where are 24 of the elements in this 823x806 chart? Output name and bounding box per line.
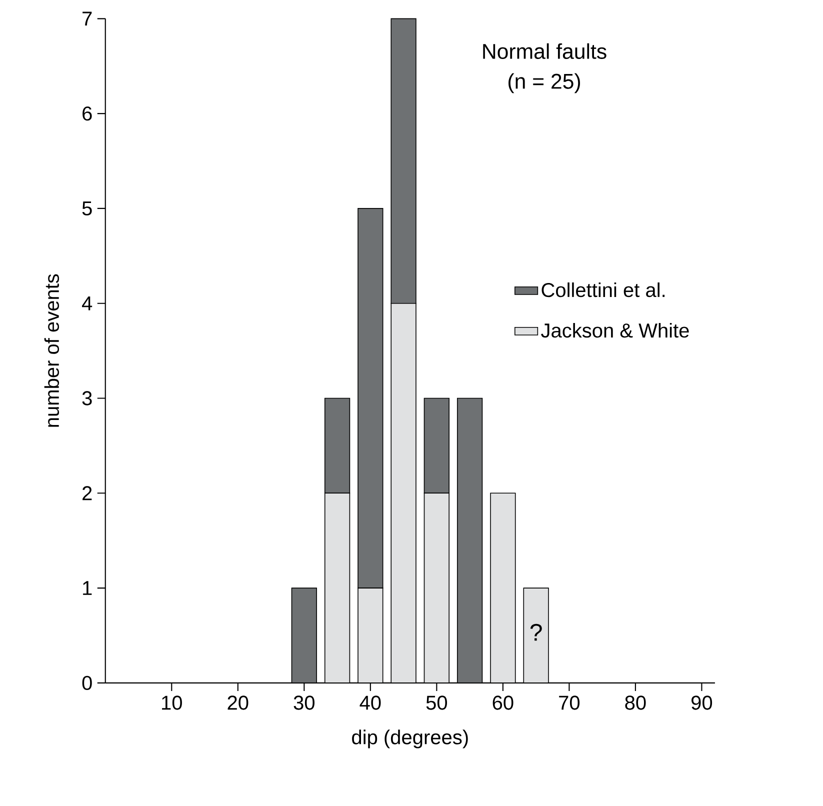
y-tick-label: 4	[82, 296, 92, 310]
y-tick-label: 7	[82, 12, 92, 26]
y-tick-label: 2	[82, 486, 92, 500]
x-tick-label: 70	[559, 696, 580, 710]
y-tick-label: 0	[82, 676, 92, 690]
text: (n = 25)	[508, 73, 580, 94]
legend-label: Jackson & White	[541, 323, 689, 338]
y-tick-label: 1	[83, 581, 92, 596]
x-tick-label: 30	[294, 696, 314, 710]
annotation: ?	[530, 624, 542, 641]
x-tick-label: 40	[360, 696, 381, 710]
x-tick-label: 50	[426, 696, 448, 710]
x-tick-label: 60	[492, 696, 514, 710]
text: Normal faults	[483, 43, 606, 60]
y-tick-label: 6	[82, 106, 92, 121]
x-tick-label: 80	[625, 696, 646, 710]
y-tick-label: 3	[82, 391, 92, 406]
y-axis-title: number of events	[44, 274, 60, 427]
x-tick-label: 20	[228, 696, 248, 710]
x-axis-title: dip (degrees)	[352, 730, 468, 748]
x-tick-label: 10	[162, 696, 182, 710]
legend-label: Collettini et al.	[542, 282, 665, 298]
x-tick-label: 90	[692, 696, 712, 710]
y-tick-label: 5	[82, 202, 92, 216]
